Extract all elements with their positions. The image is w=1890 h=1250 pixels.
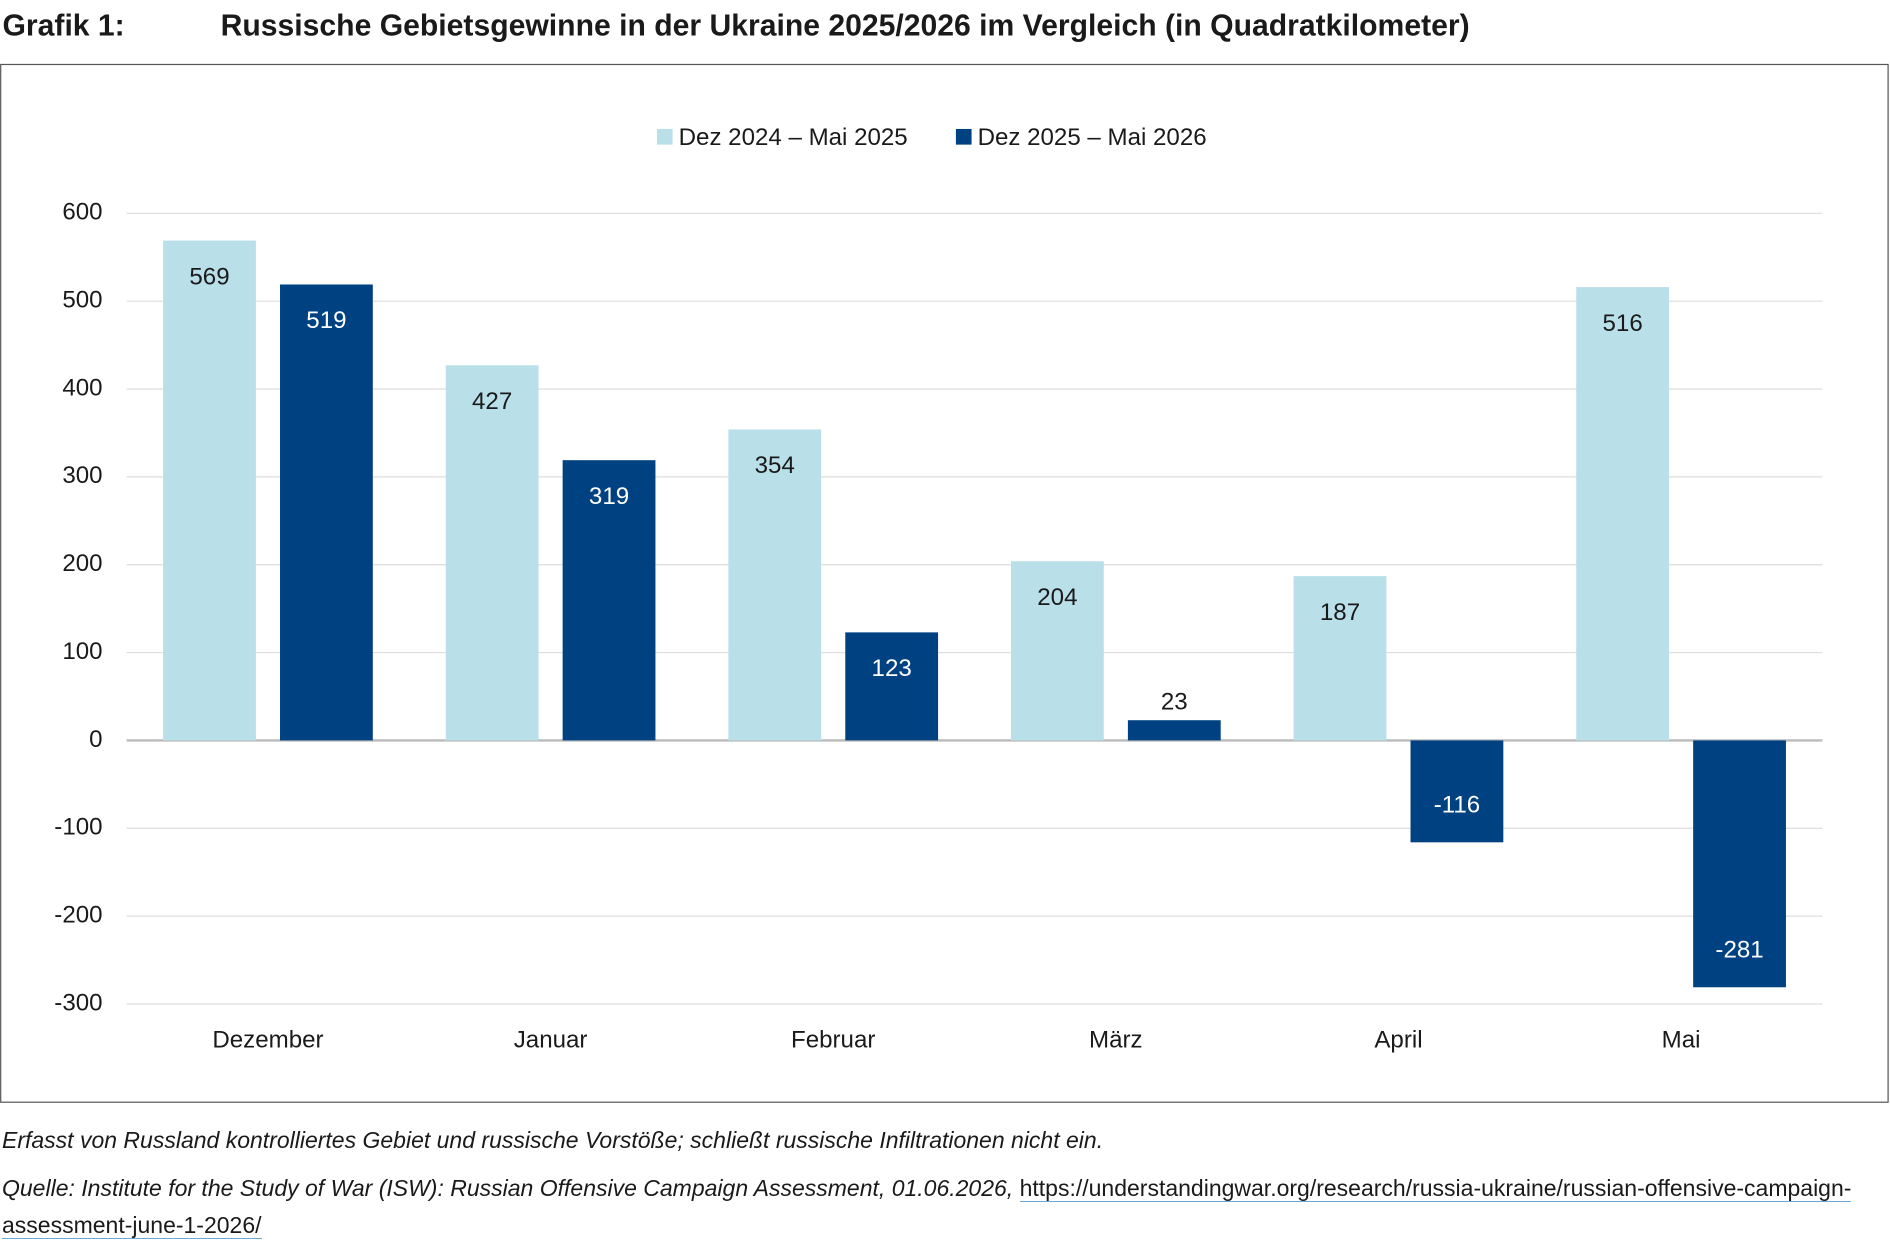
value-label: 516 [1603,310,1643,337]
x-tick-label: Mai [1662,1027,1701,1054]
bar [1410,740,1504,843]
bar [1576,287,1670,741]
x-tick-label: Februar [791,1027,875,1054]
bar [562,460,656,741]
note: Erfasst von Russland kontrolliertes Gebi… [2,1127,1104,1153]
chart-frame [0,63,1889,1103]
x-tick-label: März [1089,1027,1143,1054]
value-label: 519 [306,307,346,334]
bar [1293,576,1387,741]
legend-label: Dez 2024 – Mai 2025 [679,124,908,151]
legend-swatch [955,128,972,145]
value-label: 23 [1161,689,1188,716]
x-tick-label: April [1374,1027,1422,1054]
value-label: 319 [589,483,629,510]
chart-label: Grafik 1: [3,10,125,43]
y-tick-label: 300 [62,462,102,489]
y-tick-label: -100 [54,814,102,841]
y-tick-label: -200 [54,901,102,928]
y-tick-label: 200 [62,550,102,577]
bar [163,240,256,741]
value-label: -116 [1434,792,1480,819]
y-tick-label: 100 [62,638,102,665]
value-label: 123 [872,655,912,682]
legend-label: Dez 2025 – Mai 2026 [978,124,1207,151]
bar [445,365,539,741]
value-label: 204 [1037,584,1077,611]
y-tick-label: -300 [54,989,102,1016]
chart: Grafik 1: Russische Gebietsgewinne in de… [0,10,1889,1103]
chart-title: Russische Gebietsgewinne in der Ukraine … [221,10,1470,43]
value-label: 187 [1320,599,1360,626]
value-label: 354 [755,452,795,479]
bar [728,429,822,741]
value-label: 569 [189,263,229,290]
x-tick-label: Dezember [212,1027,323,1054]
y-tick-label: 600 [62,199,102,226]
y-tick-label: 0 [89,726,102,753]
y-tick-label: 500 [62,287,102,314]
source-text: Quelle: Institute for the Study of War (… [2,1175,1014,1201]
value-label: -281 [1715,936,1763,963]
bar [1693,740,1786,988]
source-link[interactable]: https://understandingwar.org/research/ru… [2,1175,1852,1239]
x-tick-label: Januar [514,1027,588,1054]
legend-swatch [656,128,673,145]
bar [845,632,939,741]
y-tick-label: 400 [62,374,102,401]
bar [1010,561,1104,741]
value-label: 427 [472,388,512,415]
source: Quelle: Institute for the Study of War (… [2,1170,1888,1244]
bar [280,284,373,741]
bar [1127,720,1221,741]
